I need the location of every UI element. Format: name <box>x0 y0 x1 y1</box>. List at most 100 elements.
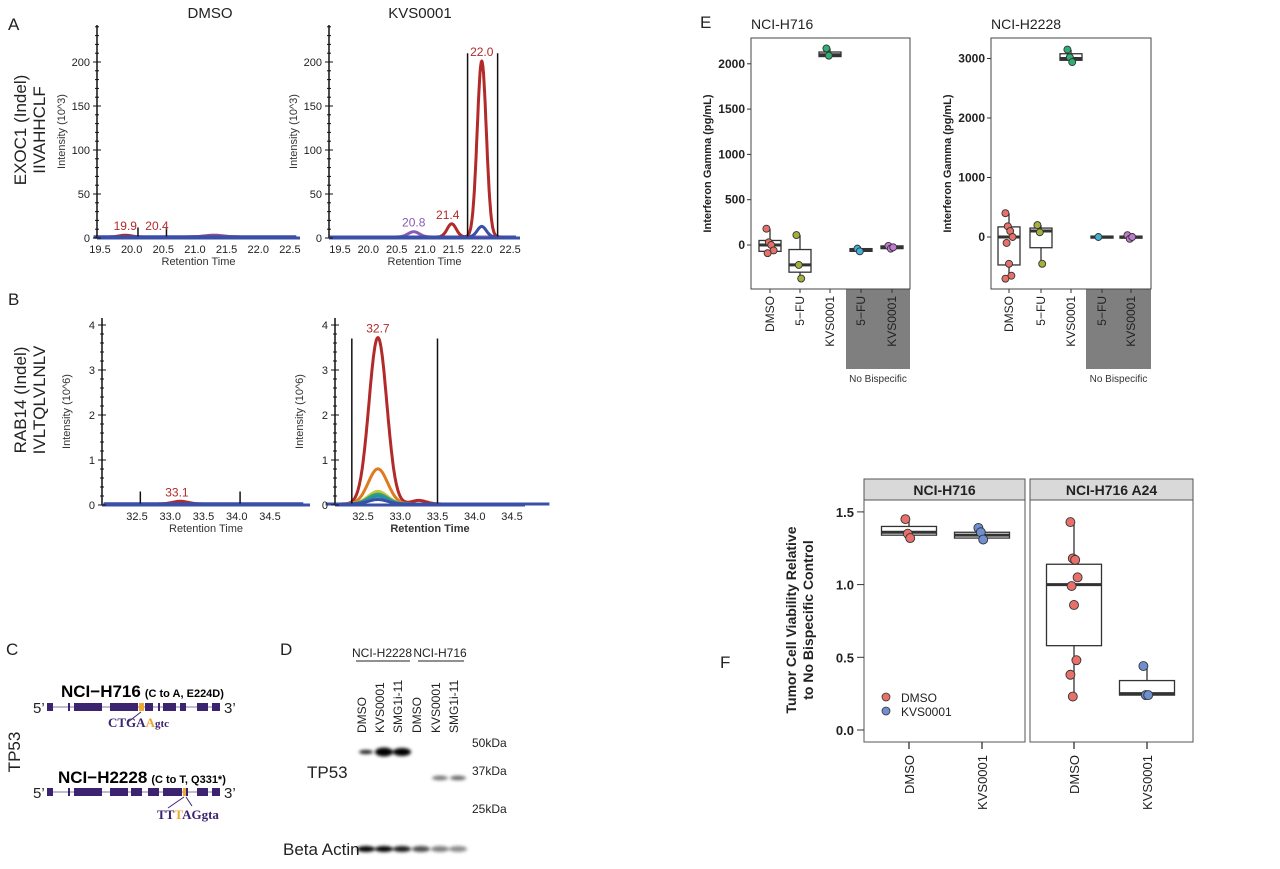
row-label-rab14: RAB14 (Indel) <box>11 347 30 454</box>
data-point <box>1067 691 1078 702</box>
box-dmso <box>997 209 1021 283</box>
marker-25kda: 25kDa <box>472 802 507 816</box>
x-axis-label: Retention Time <box>169 523 243 535</box>
row-label-exoc1-peptide: IIVAHHCLF <box>30 86 49 174</box>
blot-row-tp53: TP53 <box>307 763 348 782</box>
row-label-rab14-peptide: IVLTQLVLNLV <box>30 345 49 454</box>
x-tick-label: 22.0 <box>471 244 492 256</box>
data-point <box>824 51 833 60</box>
y-tick-label: 50 <box>310 189 322 201</box>
x-tick-label: 5−FU <box>1095 296 1109 326</box>
chart-title: KVS0001 <box>388 5 451 22</box>
data-point <box>1065 669 1076 680</box>
exon <box>186 788 188 796</box>
chart-title: NCI-H2228 <box>991 16 1061 32</box>
box-kvs0001 <box>1118 661 1176 701</box>
x-tick-label: 22.0 <box>248 244 269 256</box>
blot-group-h2228: NCI-H2228 <box>352 646 412 660</box>
x-tick-label: DMSO <box>763 296 777 332</box>
x-tick-label: 5−FU <box>1034 296 1048 326</box>
lane-label: KVS0001 <box>429 682 443 733</box>
x-axis-label: Retention Time <box>390 523 469 535</box>
peak-label: 21.4 <box>436 208 460 222</box>
no-bispecific-shading <box>1086 289 1151 369</box>
exon <box>68 788 70 796</box>
x-tick-label: 34.5 <box>259 511 280 523</box>
tp53-band <box>450 775 466 781</box>
chart-title: NCI-H716 <box>751 16 813 32</box>
exon <box>158 703 160 711</box>
data-point <box>822 44 831 53</box>
x-tick-label: 20.0 <box>121 244 142 256</box>
y-tick-label: 1.0 <box>836 578 854 593</box>
y-tick-label: 1000 <box>958 171 985 185</box>
mutation-site <box>183 788 186 796</box>
legend-swatch <box>881 706 891 716</box>
exon <box>212 703 220 711</box>
x-tick-label: KVS0001 <box>885 296 899 347</box>
x-tick-label: 22.5 <box>279 244 300 256</box>
ifng-chart-e-h716: NCI-H716 No Bispecific 0 500 1000 1500 2000 Int… <box>702 16 911 385</box>
y-tick-label: 100 <box>72 145 90 157</box>
gene-label: TP53 <box>5 732 24 773</box>
data-point <box>792 231 801 239</box>
y-axis-label: Intensity (10^3) <box>288 94 300 169</box>
five-prime-label: 5’ <box>33 700 45 717</box>
beta-actin-band <box>431 846 449 852</box>
chromatogram-b-kvs0001: 0 1 2 3 4 32.5 33.0 33.5 34.0 34.5 Retention Time I… <box>294 318 550 535</box>
lane-label: SMG1i-11 <box>447 680 461 733</box>
shaded-group-label: No Bispecific <box>849 374 907 385</box>
data-point <box>1069 600 1079 610</box>
peak-label: 20.4 <box>145 219 169 233</box>
data-point <box>1063 45 1072 54</box>
y-tick-label: 2 <box>322 410 328 422</box>
x-tick-label: 21.0 <box>184 244 205 256</box>
panel-label-f: F <box>720 653 730 672</box>
facet-2: NCI-H716 A24 DMSO KVS0001 <box>1029 478 1194 810</box>
y-axis-label: Intensity (10^6) <box>294 374 306 449</box>
exon <box>149 703 153 711</box>
exon <box>68 703 70 711</box>
gene-model <box>47 788 220 809</box>
exon <box>131 788 142 796</box>
y-tick-label: 1000 <box>718 147 745 161</box>
data-point <box>1035 228 1044 237</box>
panel-label-b: B <box>8 290 19 309</box>
x-tick-label: 34.5 <box>501 511 522 523</box>
facet-title: NCI-H716 A24 <box>1066 482 1158 498</box>
sequence-h716: CTGAAgtc <box>108 715 169 730</box>
data-point <box>1070 554 1081 565</box>
y-tick-label: 4 <box>322 320 328 332</box>
box-5-fu <box>788 231 812 283</box>
data-point <box>900 514 911 525</box>
exon <box>163 703 176 711</box>
y-tick-label: 0.0 <box>836 723 854 738</box>
legend-label: DMSO <box>901 691 937 705</box>
box-5-fu <box>1029 221 1053 268</box>
lane-label: KVS0001 <box>373 682 387 733</box>
x-tick-label: 34.0 <box>226 511 247 523</box>
legend-label: KVS0001 <box>901 705 952 719</box>
data-point <box>1071 655 1082 666</box>
peak-label: 32.7 <box>366 322 390 336</box>
variant-title-h716: NCI−H716 (C to A, E224D) <box>61 682 224 701</box>
y-axis-label: Tumor Cell Viability Relative <box>783 526 799 713</box>
box-dmso <box>1045 517 1103 702</box>
x-tick-label: 33.5 <box>193 511 214 523</box>
data-point <box>1038 259 1047 268</box>
callout-line <box>185 796 193 807</box>
x-tick-label: KVS0001 <box>975 755 990 810</box>
beta-actin-band <box>393 846 411 852</box>
beta-actin-band <box>375 846 393 852</box>
y-tick-label: 500 <box>725 193 745 207</box>
exon <box>148 788 159 796</box>
ifng-chart-e-h2228: NCI-H2228 No Bispecific 0 1000 2000 3000 Inter… <box>942 16 1152 385</box>
data-point <box>1002 238 1011 247</box>
y-tick-label: 3 <box>89 365 95 377</box>
data-point <box>763 249 772 258</box>
lane-label: DMSO <box>355 697 369 733</box>
x-tick-label: 33.0 <box>390 511 411 523</box>
